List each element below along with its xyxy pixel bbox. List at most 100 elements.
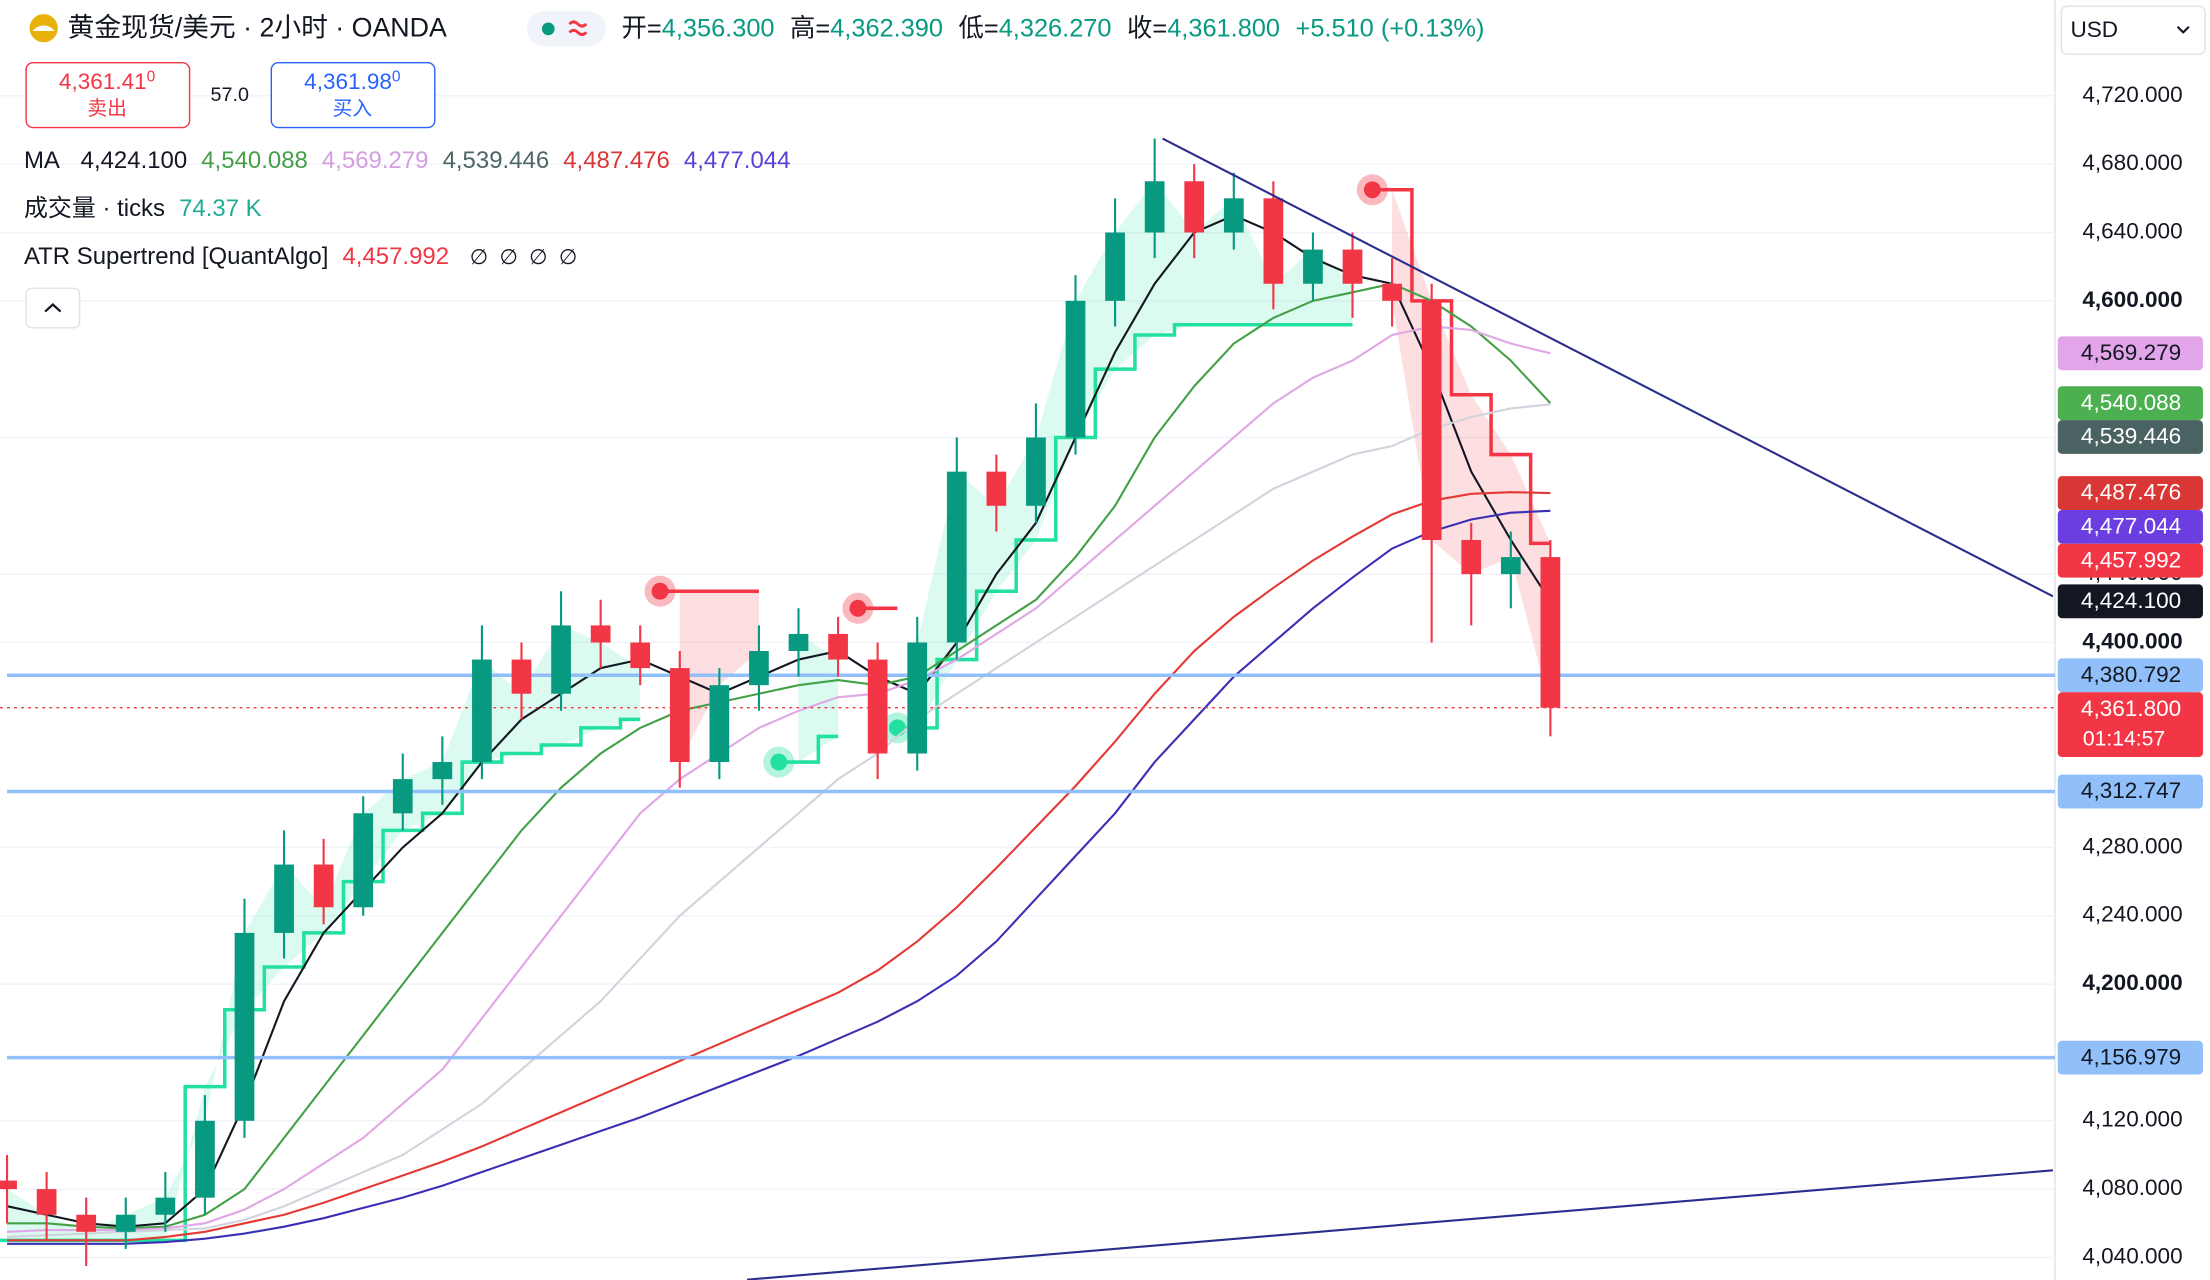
sell-price-digit: 0 bbox=[147, 69, 156, 86]
supertrend-fill bbox=[917, 181, 1353, 728]
candle-body bbox=[946, 471, 967, 643]
price-badge bbox=[2057, 1040, 2203, 1075]
ma-line bbox=[7, 509, 1551, 1245]
price-badge bbox=[2057, 336, 2203, 371]
ma-value: 4,540.088 bbox=[201, 147, 308, 174]
y-tick-label: 4,680.000 bbox=[2082, 150, 2182, 175]
candle-body bbox=[749, 651, 769, 686]
ohlc-label: 高= bbox=[790, 14, 830, 42]
price-badge-label: 4,424.100 bbox=[2081, 588, 2181, 613]
ma-value: 4,424.100 bbox=[81, 147, 188, 174]
sell-button[interactable] bbox=[25, 62, 191, 129]
price-badge bbox=[2057, 420, 2203, 454]
sell-price-main: 4,361.41 bbox=[59, 69, 147, 94]
buy-price-main: 4,361.98 bbox=[304, 69, 392, 94]
price-badge-label: 4,361.800 bbox=[2081, 696, 2181, 721]
candle-body bbox=[472, 659, 492, 763]
candle-body bbox=[1263, 198, 1284, 284]
candle-body bbox=[1184, 181, 1205, 233]
signal-dot bbox=[849, 599, 867, 617]
candle-body bbox=[155, 1197, 176, 1215]
candle-body bbox=[1421, 300, 1442, 540]
candle-body bbox=[1223, 198, 1244, 233]
header: 黄金现货/美元 · 2小时 · OANDA 开=4,356.300 高=4,36… bbox=[24, 5, 2206, 329]
candle-body bbox=[551, 625, 571, 694]
candle-body bbox=[353, 813, 374, 908]
y-tick-label: 4,200.000 bbox=[2082, 970, 2182, 995]
volume-legend: 成交量 · ticks 74.37 K bbox=[24, 195, 262, 222]
price-badge-label: 4,569.279 bbox=[2081, 340, 2181, 365]
ohlc-row: 开=4,356.300 高=4,362.390 低=4,326.270 收=4,… bbox=[622, 14, 1485, 42]
ohlc-label: 低= bbox=[959, 14, 999, 42]
change-value: +5.510 (+0.13%) bbox=[1296, 14, 1485, 42]
price-badge bbox=[2057, 476, 2203, 510]
buy-price: 4,361.980 bbox=[304, 69, 401, 94]
trend-line bbox=[746, 1169, 2054, 1280]
supertrend-line bbox=[778, 734, 839, 764]
spread: 57.0 bbox=[211, 84, 249, 106]
volume-label: 成交量 · ticks bbox=[24, 195, 165, 222]
ohlc-value: 4,361.800 bbox=[1167, 14, 1280, 42]
supertrend-line bbox=[1372, 188, 1551, 546]
collapse-button[interactable] bbox=[25, 287, 81, 329]
candle-body bbox=[115, 1214, 136, 1232]
price-badge-label: 4,457.992 bbox=[2081, 547, 2181, 572]
ma-value: 4,569.279 bbox=[322, 147, 429, 174]
ohlc-value: 4,356.300 bbox=[662, 14, 775, 42]
plot-area bbox=[0, 95, 2055, 1280]
signal-dot bbox=[1363, 181, 1381, 199]
price-badge-label: 4,487.476 bbox=[2081, 480, 2181, 505]
candle-body bbox=[907, 642, 928, 754]
ma-line bbox=[7, 282, 1552, 1230]
candle-body bbox=[432, 762, 453, 780]
candle-body bbox=[1105, 232, 1125, 301]
price-badge-label: 4,477.044 bbox=[2081, 514, 2181, 539]
price-countdown: 01:14:57 bbox=[2083, 728, 2165, 751]
price-badge bbox=[2057, 543, 2203, 578]
signal-dot bbox=[770, 753, 788, 771]
y-tick-label: 4,600.000 bbox=[2082, 287, 2182, 312]
atr-value: 4,457.992 bbox=[342, 243, 449, 270]
ma-line bbox=[7, 403, 1551, 1239]
y-tick-label: 4,240.000 bbox=[2082, 902, 2182, 927]
candle-body bbox=[630, 642, 651, 669]
y-tick-label: 4,400.000 bbox=[2082, 628, 2182, 653]
price-badge-label: 4,540.088 bbox=[2081, 390, 2181, 415]
candle-body bbox=[788, 633, 809, 652]
candle-body bbox=[669, 668, 690, 763]
candle-body bbox=[1382, 283, 1402, 301]
candle-body bbox=[36, 1189, 57, 1215]
price-axis: 4,720.0004,680.0004,640.0004,600.0004,52… bbox=[2057, 82, 2203, 1268]
candle-body bbox=[392, 779, 413, 814]
ma-line bbox=[6, 214, 1552, 1228]
supertrend-fill bbox=[798, 633, 839, 763]
currency-select[interactable] bbox=[2060, 5, 2206, 55]
candle-body bbox=[195, 1120, 215, 1198]
buy-button[interactable] bbox=[270, 62, 436, 129]
candle-body bbox=[1461, 539, 1482, 575]
ma-line bbox=[7, 491, 1551, 1242]
price-badge bbox=[2057, 509, 2203, 544]
price-badge-label: 4,312.747 bbox=[2081, 778, 2181, 803]
currency-label: USD bbox=[2070, 17, 2118, 42]
status-pill[interactable] bbox=[527, 11, 607, 47]
candle-body bbox=[76, 1214, 97, 1232]
ohlc-label: 收= bbox=[1127, 14, 1167, 42]
candle-body bbox=[0, 1180, 17, 1190]
signal-dot bbox=[889, 719, 906, 737]
volume-value: 74.37 K bbox=[179, 195, 262, 222]
candle-body bbox=[1303, 249, 1323, 284]
sell-price: 4,361.410 bbox=[59, 69, 156, 94]
ma-label: MA bbox=[24, 147, 60, 174]
signal-dot bbox=[651, 582, 669, 600]
sell-label: 卖出 bbox=[87, 98, 126, 120]
delay-icon bbox=[568, 20, 588, 36]
price-badge bbox=[2057, 658, 2203, 693]
price-badge bbox=[2057, 584, 2203, 619]
atr-null: ∅ bbox=[529, 246, 547, 269]
atr-null: ∅ bbox=[499, 246, 517, 269]
price-badge bbox=[2057, 774, 2203, 809]
